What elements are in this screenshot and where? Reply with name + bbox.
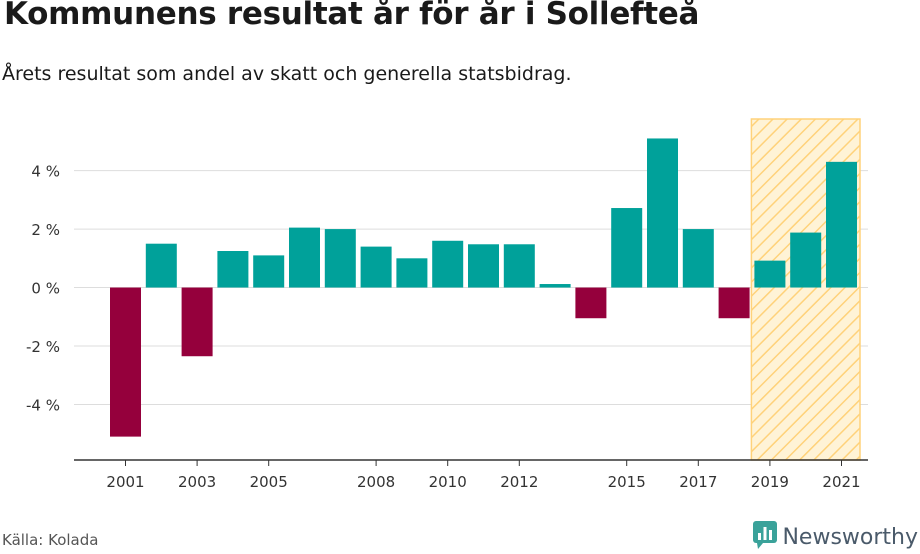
bar-2003	[181, 287, 213, 357]
x-tick-label: 2021	[822, 473, 860, 491]
bar-2001	[110, 287, 141, 437]
x-axis: 2001 2003 2005 2008 2010 2012 2015 2017 2019 2021	[74, 459, 868, 491]
bar-2007	[324, 229, 356, 288]
bar-2013	[539, 284, 571, 288]
bar-2002	[145, 243, 177, 288]
bar-2015	[611, 208, 643, 288]
bar-2018	[718, 287, 750, 319]
bar-2017	[682, 229, 714, 288]
x-tick-label: 2005	[250, 473, 288, 491]
bar-2004	[217, 251, 249, 288]
x-tick-label: 2015	[608, 473, 646, 491]
y-tick-label: -2 %	[26, 338, 60, 356]
brand-name: Newsworthy	[782, 524, 918, 550]
x-tick-label: 2012	[500, 473, 538, 491]
x-tick-label: 2019	[751, 473, 789, 491]
y-tick-label: 2 %	[31, 221, 60, 239]
bar-2009	[396, 258, 428, 288]
source-note: Källa: Kolada	[2, 531, 99, 549]
bar-2011	[468, 244, 499, 288]
x-tick-label: 2010	[429, 473, 467, 491]
bar-2014	[575, 287, 607, 319]
chart-title: Kommunens resultat år för år i Sollefteå	[4, 0, 700, 32]
bar-2012	[503, 244, 535, 288]
bar-2019	[754, 260, 786, 288]
x-tick-label: 2001	[106, 473, 144, 491]
bar-2008	[360, 246, 392, 288]
y-axis-labels: -4 % -2 % 0 % 2 % 4 %	[26, 163, 60, 415]
y-tick-label: 0 %	[31, 280, 60, 298]
x-tick-label: 2003	[178, 473, 216, 491]
bar-2010	[432, 240, 464, 288]
x-tick-label: 2017	[679, 473, 717, 491]
bar-2016	[647, 138, 678, 288]
bar-2020	[790, 232, 822, 288]
bar-2006	[289, 227, 320, 288]
x-tick-label: 2008	[357, 473, 395, 491]
bar-2021	[826, 161, 857, 288]
bars	[110, 138, 857, 437]
chart-subtitle: Årets resultat som andel av skatt och ge…	[2, 63, 572, 85]
y-tick-label: 4 %	[31, 163, 60, 181]
y-tick-label: -4 %	[26, 396, 60, 414]
bar-2005	[253, 255, 285, 288]
newsworthy-bar-chart-icon	[752, 520, 778, 554]
brand-logo: Newsworthy	[752, 520, 918, 554]
